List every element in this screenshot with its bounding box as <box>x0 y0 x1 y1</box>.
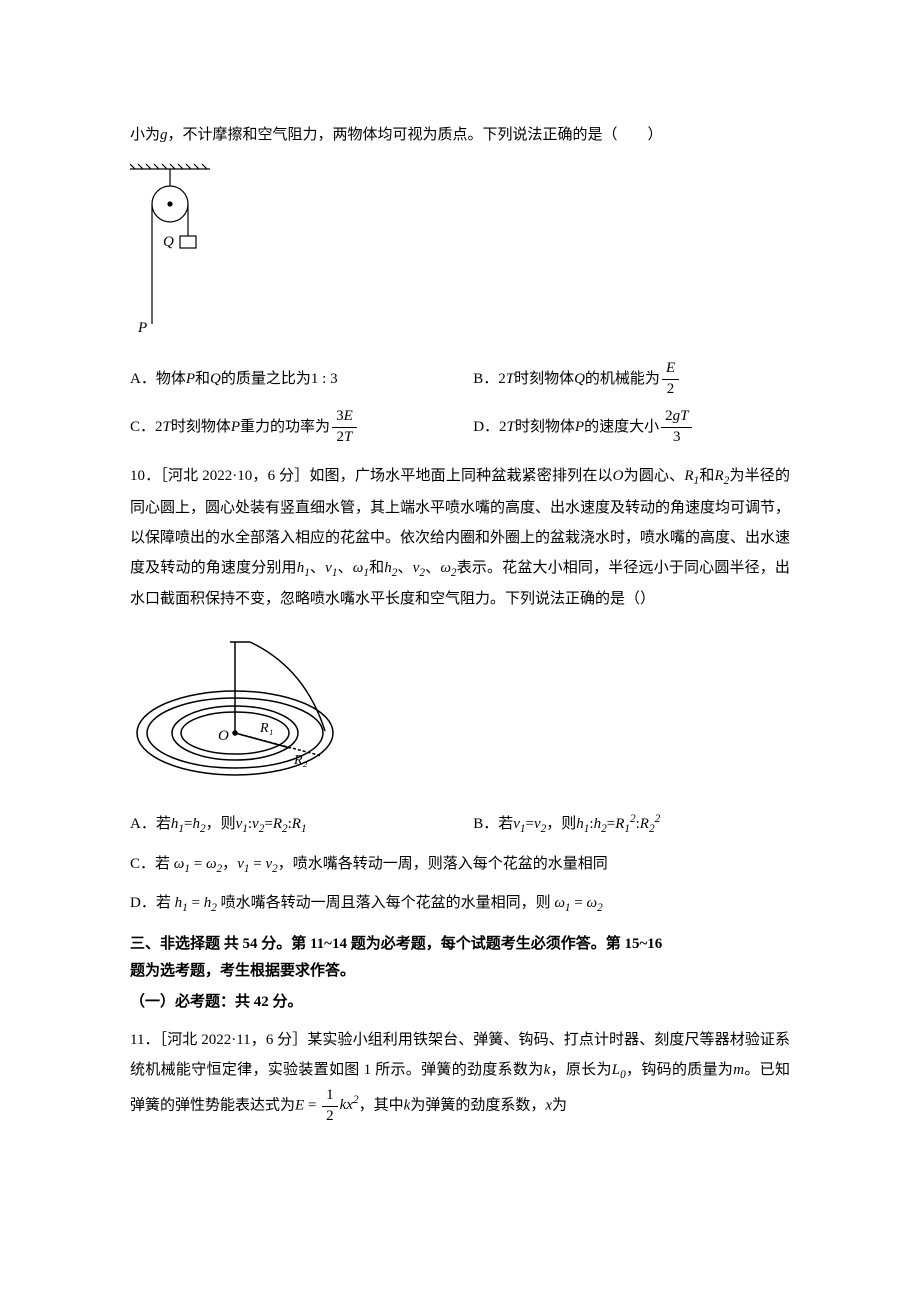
opt-c-t3: 重力的功率为 <box>240 412 330 442</box>
d-den: 3 <box>661 428 692 448</box>
section-3-heading-line-2: 题为选考题，考生根据要求作答。 <box>130 959 790 985</box>
q10-option-b: B．若 v1 = v2，则 h1 : h2 = R12 : R22 <box>473 808 790 841</box>
q10-d-mid: 喷水嘴各转动一周且落入每个花盆的水量相同，则 <box>217 895 555 911</box>
p-label: P <box>137 320 147 334</box>
section-3-subheading: （一）必考题：共 42 分。 <box>130 987 790 1017</box>
q11-number: 11． <box>130 1032 160 1048</box>
q9-options-row-2: C． 2T 时刻物体 P 重力的功率为 3E2T D． 2T 时刻物体 P 的速… <box>130 407 790 447</box>
opt-b-t2: 时刻物体 <box>514 364 574 394</box>
b-2T: 2hT <box>498 364 514 394</box>
opt-c-prefix: C． <box>130 412 155 442</box>
q10-options-row-1: A．若 h1 = h2，则 v1 : v2 = R2 : R1 B．若 v1 =… <box>130 808 790 841</box>
opt-a-t3: 的质量之比为 <box>221 364 311 394</box>
b-den: 2 <box>662 380 679 400</box>
q11-s6: 为弹簧的劲度系数， <box>410 1097 545 1113</box>
q10-number: 10． <box>130 468 160 484</box>
q9-option-c: C． 2T 时刻物体 P 重力的功率为 3E2T <box>130 407 447 447</box>
q10-b-prefix: B．若 <box>473 809 513 839</box>
frac-d: 2gT3 <box>661 407 692 447</box>
opt-a-prefix: A． <box>130 364 156 394</box>
opt-b-prefix: B． <box>473 364 498 394</box>
O-var: O <box>613 468 624 484</box>
v2-var: v2 <box>413 560 425 576</box>
h2-var: h2 <box>384 560 397 576</box>
q9-continuation: 小为g，不计摩擦和空气阻力，两物体均可视为质点。下列说法正确的是（ ） <box>130 120 790 150</box>
b-num: E <box>666 360 675 376</box>
c-2T: 2T <box>155 412 171 442</box>
opt-c-t2: 时刻物体 <box>171 412 231 442</box>
opt-d-t3: 的速度大小 <box>584 412 659 442</box>
q10-option-c: C．若 ω1 = ω2，v1 = v2，喷水嘴各转动一周，则落入每个花盆的水量相… <box>130 849 790 881</box>
q10-c-prefix: C．若 <box>130 856 174 872</box>
R2-var: R2 <box>715 468 730 484</box>
q11-source: ［河北 2022·11，6 分］ <box>160 1032 308 1048</box>
d-num: 2gT <box>661 407 692 428</box>
and: 和 <box>699 468 714 484</box>
o-label: O <box>218 728 229 744</box>
d-2T: 2T <box>499 412 515 442</box>
g-var: g <box>160 127 168 143</box>
pulley-system-svg: Q P <box>130 164 220 334</box>
opt-d-t2: 时刻物体 <box>515 412 575 442</box>
L0-var: L0 <box>612 1062 626 1078</box>
q10-a-prefix: A．若 <box>130 809 171 839</box>
kx2: kx2 <box>340 1097 359 1113</box>
w2-var: ω2 <box>440 560 456 576</box>
r1-label: R₁ <box>259 721 273 736</box>
q-label: Q <box>163 234 174 250</box>
q10-option-d: D．若 h1 = h2 喷水嘴各转动一周且落入每个花盆的水量相同，则 ω1 = … <box>130 888 790 920</box>
v1-var: v1 <box>325 560 337 576</box>
E-var: E <box>295 1097 304 1113</box>
q10-c-tail: ，喷水嘴各转动一周，则落入每个花盆的水量相同 <box>278 856 608 872</box>
q11-s5: ，其中 <box>359 1097 404 1113</box>
concentric-circles-svg: O R₁ R₂ <box>130 628 340 783</box>
a-P: P <box>186 364 195 394</box>
section-3-heading-line-1: 三、非选择题 共 54 分。第 11~14 题为必考题，每个试题考生必须作答。第… <box>130 932 790 958</box>
q11-s2: ，原长为 <box>550 1062 612 1078</box>
q10-option-a: A．若 h1 = h2，则 v1 : v2 = R2 : R1 <box>130 809 447 841</box>
q11-s7: 为 <box>552 1097 567 1113</box>
q9-options-row-1: A． 物体 P 和 Q 的质量之比为1 : 3 B． 2hT 时刻物体 Q 的机… <box>130 359 790 399</box>
q10-s1: 如图，广场水平地面上同种盆栽紧密排列在以 <box>309 468 612 484</box>
c-den: 2T <box>332 428 357 448</box>
d-P: P <box>575 412 584 442</box>
h1-var: h1 <box>297 560 310 576</box>
opt-d-prefix: D． <box>473 412 499 442</box>
q11-s3: ，钩码的质量为 <box>626 1062 733 1078</box>
q9-option-a: A． 物体 P 和 Q 的质量之比为1 : 3 <box>130 364 447 394</box>
q10-d-prefix: D．若 <box>130 895 175 911</box>
R1-var: R1 <box>684 468 699 484</box>
q10-stem: 10．［河北 2022·10，6 分］如图，广场水平地面上同种盆栽紧密排列在以O… <box>130 461 790 614</box>
q10-s2: 为圆心、 <box>624 468 685 484</box>
q9-option-b: B． 2hT 时刻物体 Q 的机械能为 E2 <box>473 359 790 399</box>
frac-b: E2 <box>662 359 679 399</box>
opt-a-t1: 物体 <box>156 364 186 394</box>
c-num: 3E <box>332 407 357 428</box>
r2-label: R₂ <box>293 753 308 768</box>
q10-figure: O R₁ R₂ <box>130 628 790 794</box>
q11-stem: 11．［河北 2022·11，6 分］某实验小组利用铁架台、弹簧、钩码、打点计时… <box>130 1025 790 1127</box>
opt-a-ratio: 1 : 3 <box>311 364 338 394</box>
w1-var: ω1 <box>353 560 369 576</box>
frac-c: 3E2T <box>332 407 357 447</box>
m-var: m <box>733 1062 744 1078</box>
q9-cont-text-1: 小为 <box>130 127 160 143</box>
q9-cont-text-2: ，不计摩擦和空气阻力，两物体均可视为质点。下列说法正确的是（ ） <box>168 127 663 143</box>
c-P: P <box>231 412 240 442</box>
b-Q: Q <box>574 364 585 394</box>
q10-source: ［河北 2022·10，6 分］ <box>160 468 309 484</box>
a-Q: Q <box>210 364 221 394</box>
q9-option-d: D． 2T 时刻物体 P 的速度大小 2gT3 <box>473 407 790 447</box>
frac-half: 12 <box>322 1086 338 1126</box>
opt-a-t2: 和 <box>195 364 210 394</box>
opt-b-t3: 的机械能为 <box>585 364 660 394</box>
q9-figure: Q P <box>130 164 790 345</box>
